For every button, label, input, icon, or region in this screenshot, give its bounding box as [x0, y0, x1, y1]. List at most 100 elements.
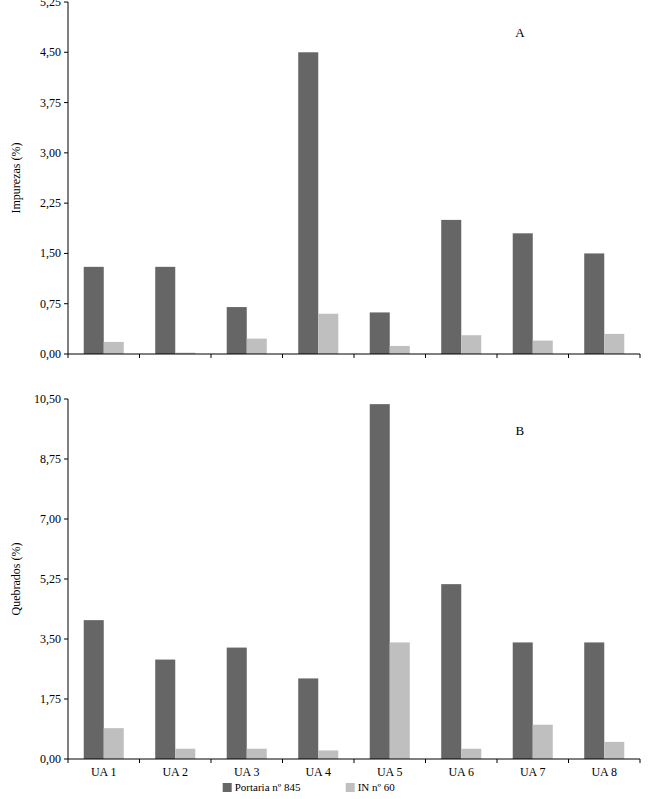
bar: [247, 339, 267, 354]
x-tick-label: UA 5: [377, 765, 403, 779]
x-tick: [139, 759, 140, 763]
x-tick: [282, 354, 283, 358]
bar: [84, 620, 104, 759]
y-tick-label: 3,00: [40, 146, 61, 160]
bar: [370, 312, 390, 354]
bar: [584, 253, 604, 354]
bar: [441, 584, 461, 759]
chart-panel: 0,00 0,75 1,50 2,25 3,00 3,75 4,50 5,25 Impureza…: [9, 0, 640, 361]
y-tick: [64, 303, 68, 304]
bar: [461, 749, 481, 759]
panel-letter: B: [516, 423, 525, 438]
y-axis-label: Quebrados (%): [9, 543, 23, 616]
x-tick: [425, 759, 426, 763]
y-tick-label: 5,25: [40, 572, 61, 586]
legend-label: Portaria nº 845: [235, 781, 301, 793]
legend-label: IN nº 60: [358, 781, 396, 793]
y-tick: [64, 399, 68, 400]
y-tick-label: 3,50: [40, 632, 61, 646]
y-tick: [64, 519, 68, 520]
y-tick: [64, 354, 68, 355]
bar: [227, 648, 247, 759]
bar: [318, 750, 338, 759]
bar: [513, 233, 533, 354]
y-tick: [64, 253, 68, 254]
chart-panel: 0,00 1,75 3,50 5,25 7,00 8,75 10,50 UA 1 UA 2 UA …: [9, 392, 640, 779]
x-tick-label: UA 7: [520, 765, 546, 779]
x-tick: [211, 759, 212, 763]
bar: [104, 342, 124, 354]
x-tick-label: UA 2: [162, 765, 188, 779]
bar: [584, 642, 604, 759]
y-tick: [64, 579, 68, 580]
y-tick-label: 0,75: [40, 297, 61, 311]
y-tick-label: 1,50: [40, 246, 61, 260]
x-tick-label: UA 8: [591, 765, 617, 779]
y-tick: [64, 203, 68, 204]
x-tick: [568, 354, 569, 358]
bar: [104, 728, 124, 759]
x-tick: [568, 759, 569, 763]
y-tick: [64, 759, 68, 760]
bar: [227, 307, 247, 354]
x-tick: [640, 759, 641, 763]
legend-swatch: [346, 783, 355, 792]
bar: [370, 404, 390, 759]
x-tick: [211, 354, 212, 358]
bar: [390, 642, 410, 759]
bar: [175, 749, 195, 759]
y-tick-label: 4,50: [40, 45, 61, 59]
bars: [84, 404, 625, 759]
x-tick: [425, 354, 426, 358]
bar: [604, 334, 624, 354]
y-tick-label: 7,00: [40, 512, 61, 526]
panel-letter: A: [515, 25, 525, 40]
bar: [533, 725, 553, 759]
bar: [298, 52, 318, 354]
y-tick-label: 1,75: [40, 692, 61, 706]
y-axis: [68, 2, 69, 354]
y-tick: [64, 102, 68, 103]
y-tick-label: 3,75: [40, 96, 61, 110]
bar: [318, 314, 338, 354]
x-tick-label: UA 1: [91, 765, 117, 779]
x-tick: [282, 759, 283, 763]
bar: [390, 346, 410, 354]
x-tick-label: UA 3: [234, 765, 260, 779]
y-tick: [64, 2, 68, 3]
bar: [533, 341, 553, 354]
y-tick-label: 2,25: [40, 196, 61, 210]
y-tick-label: 0,00: [40, 347, 61, 361]
y-tick: [64, 699, 68, 700]
x-tick: [68, 759, 69, 763]
y-tick: [64, 152, 68, 153]
x-tick: [354, 354, 355, 358]
figure: 0,00 0,75 1,50 2,25 3,00 3,75 4,50 5,25 Impureza…: [0, 0, 653, 799]
y-tick: [64, 459, 68, 460]
x-tick-label: UA 4: [305, 765, 331, 779]
bar: [84, 267, 104, 354]
y-tick: [64, 639, 68, 640]
y-tick-label: 5,25: [40, 0, 61, 9]
x-tick: [640, 354, 641, 358]
x-tick: [497, 759, 498, 763]
bars: [84, 52, 625, 354]
legend-swatch: [223, 783, 232, 792]
legend: Portaria nº 845 IN nº 60: [223, 781, 396, 793]
bar: [441, 220, 461, 354]
bar: [247, 749, 267, 759]
bar: [604, 742, 624, 759]
bar: [513, 642, 533, 759]
bar: [298, 678, 318, 759]
x-tick-label: UA 6: [448, 765, 474, 779]
y-axis-label: Impurezas (%): [9, 143, 23, 214]
y-tick: [64, 52, 68, 53]
x-tick: [354, 759, 355, 763]
y-tick-label: 0,00: [40, 752, 61, 766]
x-tick: [139, 354, 140, 358]
bar: [461, 335, 481, 354]
y-tick-label: 10,50: [34, 392, 61, 406]
bar: [155, 267, 175, 354]
bar: [155, 660, 175, 759]
y-tick-label: 8,75: [40, 452, 61, 466]
